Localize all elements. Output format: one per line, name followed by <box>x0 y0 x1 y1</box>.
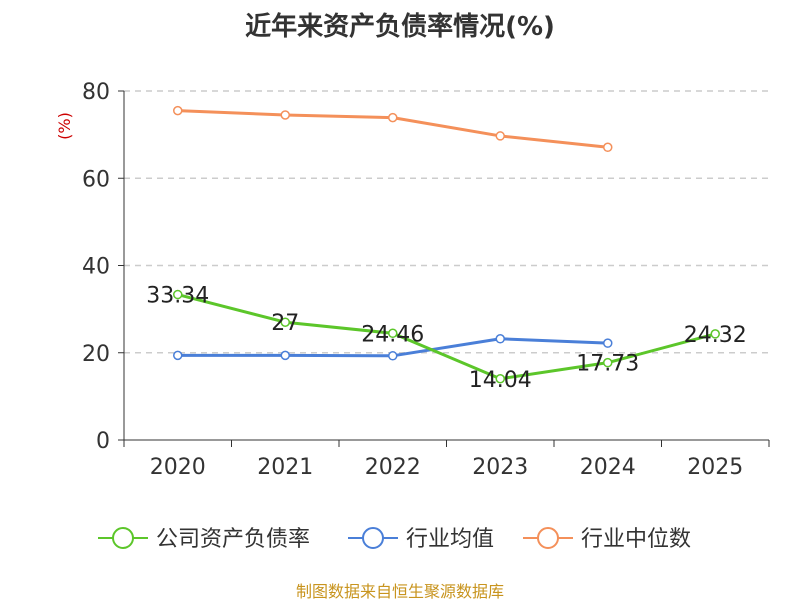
source-note: 制图数据来自恒生聚源数据库 <box>295 582 504 601</box>
y-tick-label: 20 <box>82 342 110 367</box>
series-point-1 <box>603 338 613 348</box>
series-point-2 <box>173 105 183 116</box>
series-point-0 <box>388 328 398 339</box>
legend-marker-1 <box>362 527 384 549</box>
series-point-2 <box>495 131 505 141</box>
x-tick-label: 2025 <box>687 455 743 480</box>
legend: 公司资产负债率 行业均值 行业中位数 <box>98 527 691 552</box>
series-point-0 <box>710 329 720 339</box>
series-point-2 <box>280 110 290 120</box>
series-line-0 <box>177 293 716 381</box>
series-point-1 <box>280 350 290 361</box>
y-tick-label: 80 <box>82 80 110 105</box>
x-tick-label: 2023 <box>472 455 528 480</box>
series-point-1 <box>173 350 183 361</box>
grid-layer <box>124 90 769 354</box>
y-axis-label: (%) <box>55 112 74 140</box>
data-label: 33.34 <box>146 284 209 309</box>
x-tick-label: 2024 <box>580 455 636 480</box>
data-label: 24.32 <box>684 323 747 348</box>
y-tick-label: 40 <box>82 255 110 280</box>
x-tick-label: 2021 <box>257 455 313 480</box>
series-point-0 <box>495 374 505 384</box>
series-point-0 <box>603 357 613 368</box>
legend-label-2: 行业中位数 <box>581 527 691 552</box>
series-point-0 <box>173 289 183 300</box>
y-tick-label: 60 <box>82 167 110 192</box>
chart-title: 近年来资产负债率情况(%) <box>245 12 555 42</box>
series-point-2 <box>388 112 398 123</box>
series-point-1 <box>388 351 398 361</box>
x-tick-label: 2020 <box>150 455 206 480</box>
x-tick-label: 2022 <box>365 455 421 480</box>
legend-label-0: 公司资产负债率 <box>156 527 310 552</box>
data-label: 17.73 <box>576 352 639 377</box>
data-label-layer: 33.34 27 24.46 14.04 17.73 24.32 <box>146 284 746 393</box>
data-label: 27 <box>271 311 299 336</box>
series-layer <box>173 105 720 384</box>
legend-label-1: 行业均值 <box>406 527 494 552</box>
data-label: 14.04 <box>469 368 532 393</box>
series-point-2 <box>603 142 613 153</box>
series-point-0 <box>280 317 290 327</box>
legend-marker-0 <box>112 527 134 549</box>
axis-layer: 0 20 40 60 80 2020 2021 2022 2023 2024 2025 <box>82 80 770 480</box>
y-tick-label: 0 <box>96 429 110 454</box>
series-point-1 <box>495 334 505 344</box>
data-label: 24.46 <box>361 322 424 347</box>
legend-marker-2 <box>537 527 559 549</box>
